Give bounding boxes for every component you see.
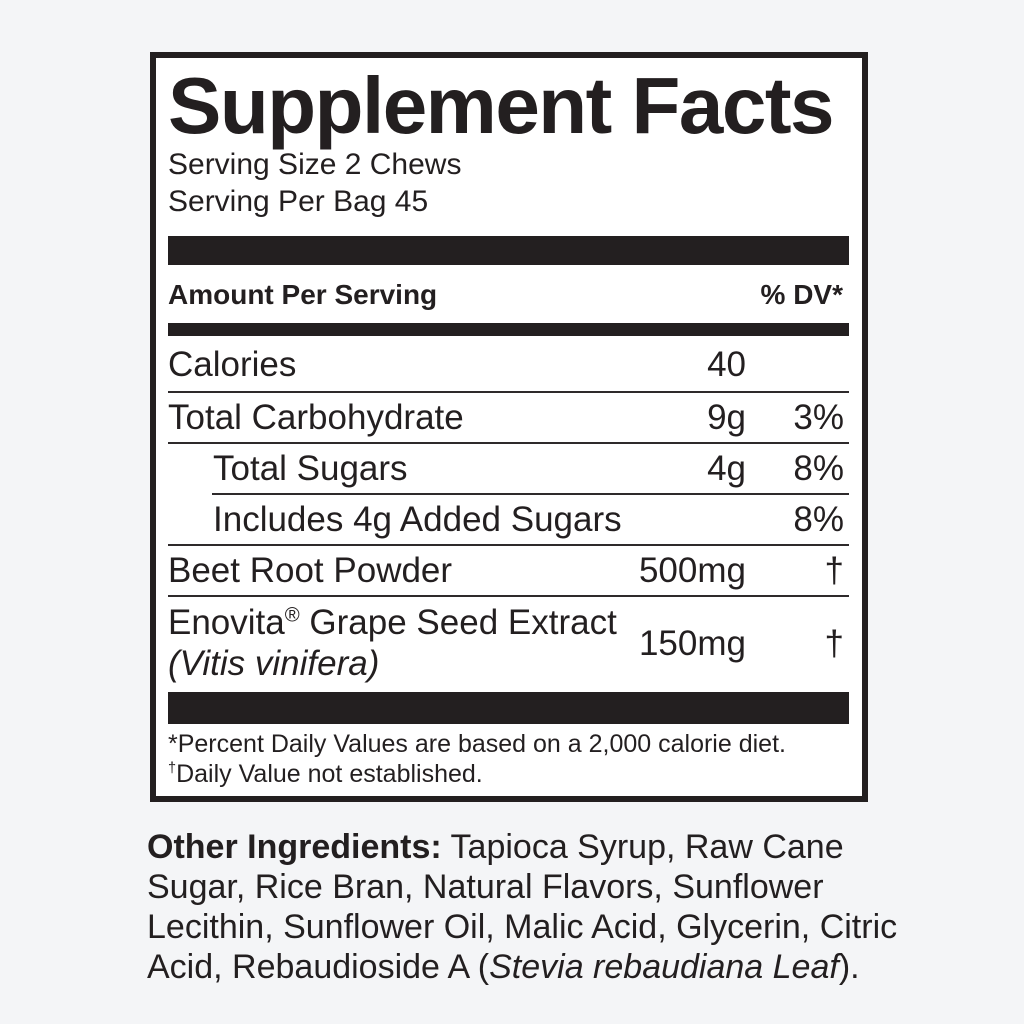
thick-divider-bottom [168,692,849,724]
nutrient-amount: 9g [707,398,746,437]
nutrient-dv: 8% [793,500,844,539]
nutrient-row-added-sugars: Includes 4g Added Sugars 8% [168,495,849,544]
nutrient-label: Includes 4g Added Sugars [213,500,622,539]
percent-dv-label: % DV* [760,279,843,310]
nutrient-dv: † [824,623,844,663]
nutrient-amount: 4g [707,449,746,488]
servings-per-bag: Serving Per Bag 45 [168,185,429,218]
nutrient-label: Beet Root Powder [168,551,453,590]
column-header-row: Amount Per Serving % DV* [168,265,849,323]
supplement-facts-panel: Supplement Facts Serving Size 2 Chews Se… [150,52,868,802]
footnote-daily-values: *Percent Daily Values are based on a 2,0… [168,730,786,758]
footnote-dv-not-established: †Daily Value not established. [168,760,483,788]
nutrient-label: Total Sugars [213,449,408,488]
row-separator [168,595,849,597]
nutrient-dv: 3% [793,398,844,437]
nutrient-label: Total Carbohydrate [168,398,464,437]
other-ingredients: Other Ingredients: Tapioca Syrup, Raw Ca… [147,828,898,986]
nutrient-row-total-sugars: Total Sugars 4g 8% [168,444,849,493]
serving-size: Serving Size 2 Chews [168,148,462,181]
nutrient-dv: † [824,551,844,590]
amount-per-serving-label: Amount Per Serving [168,279,438,310]
nutrient-row-grape-seed-extract: Enovita® Grape Seed Extract (Vitis vinife… [168,597,849,690]
row-separator [168,442,849,444]
row-separator [168,391,849,393]
nutrient-amount: 150mg [638,623,746,663]
nutrient-row-total-carbohydrate: Total Carbohydrate 9g 3% [168,393,849,442]
thick-divider-middle [168,323,849,336]
footnotes: *Percent Daily Values are based on a 2,0… [168,729,849,789]
panel-title: Supplement Facts [168,61,835,150]
nutrient-row-calories: Calories 40 [168,336,849,391]
nutrient-label: Enovita® Grape Seed Extract (Vitis vinife… [168,603,617,683]
nutrient-rows: Calories 40 Total Carbohydrate 9g 3% Total Su… [168,336,849,690]
nutrient-amount: 40 [707,345,746,384]
row-separator [212,493,849,495]
nutrient-row-beet-root-powder: Beet Root Powder 500mg † [168,546,849,595]
nutrient-label: Calories [168,345,297,384]
row-separator [168,544,849,546]
nutrient-amount: 500mg [638,551,746,590]
thick-divider-top [168,236,849,265]
nutrient-dv: 8% [793,449,844,488]
